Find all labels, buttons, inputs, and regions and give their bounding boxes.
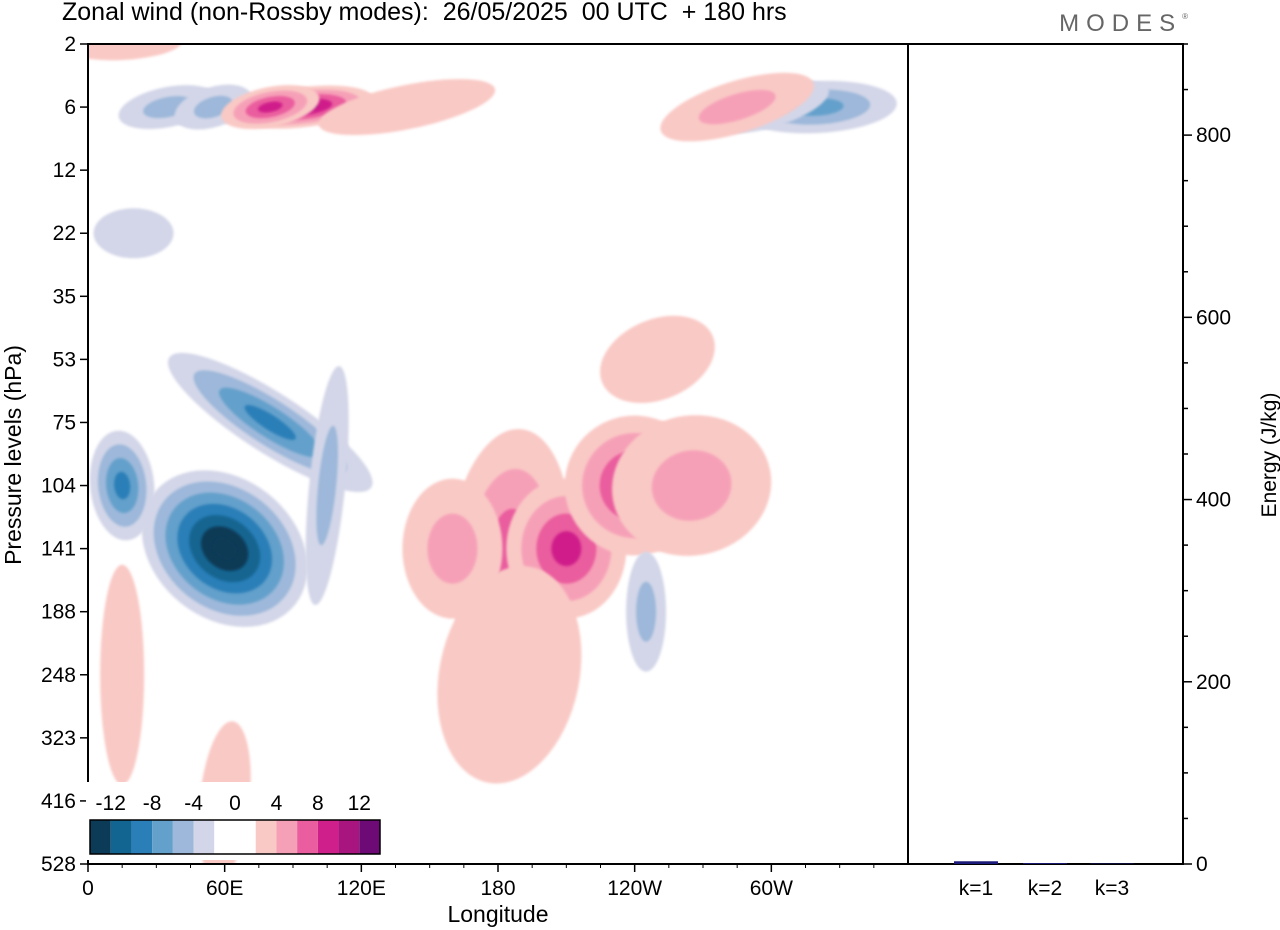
heatmap-feature xyxy=(600,315,715,404)
energy-bar-label: k=1 xyxy=(959,877,993,900)
heatmap-feature xyxy=(93,208,174,259)
heatmap-contour xyxy=(244,405,296,440)
energy-bar-panel: 0 200 400 600 800 k=1 k=2 k=3 xyxy=(954,43,1231,900)
energy-tick-label: 600 xyxy=(1196,306,1231,329)
x-tick-label: 120E xyxy=(337,877,386,900)
heatmap-feature xyxy=(141,470,308,627)
energy-tick-label: 800 xyxy=(1196,124,1231,147)
colorbar-swatch xyxy=(172,820,194,854)
colorbar-swatch xyxy=(338,820,360,854)
y-tick-label: 323 xyxy=(41,727,76,750)
heatmap-contour xyxy=(316,425,338,546)
colorbar-label: -4 xyxy=(184,792,203,815)
heatmap-contour xyxy=(88,44,183,61)
heatmap-contour xyxy=(212,537,237,560)
colorbar-swatch xyxy=(193,820,215,854)
colorbar-label: 0 xyxy=(229,792,241,815)
y-tick-label: 75 xyxy=(53,411,76,434)
y-tick-label: 6 xyxy=(64,96,76,119)
heatmap-feature xyxy=(318,79,496,136)
energy-bar xyxy=(954,861,998,864)
heatmap-contour xyxy=(93,208,174,259)
energy-bar xyxy=(1023,863,1067,864)
heatmap-feature xyxy=(660,72,814,142)
y-tick-label: 12 xyxy=(53,159,76,182)
heatmap-contour xyxy=(651,450,732,521)
y-tick-label: 104 xyxy=(41,475,76,498)
y-tick-label: 416 xyxy=(41,790,76,813)
chart-title: Zonal wind (non-Rossby modes): 26/05/202… xyxy=(62,0,787,26)
x-axis: 0 60E 120E 180 120W 60W xyxy=(82,864,875,900)
x-tick-label: 60W xyxy=(750,877,793,900)
energy-bar-label: k=2 xyxy=(1028,877,1062,900)
energy-axis-label: Energy (J/kg) xyxy=(1258,393,1280,518)
colorbar-swatch xyxy=(317,820,339,854)
heatmap-contour xyxy=(318,79,496,136)
heatmap-contour xyxy=(114,471,131,500)
y-axis: 2 6 12 22 35 53 75 104 141 188 248 323 416 528 xyxy=(41,33,88,876)
colorbar-legend: -12 -8 -4 0 4 8 12 xyxy=(86,782,386,860)
colorbar-swatch xyxy=(276,820,298,854)
y-tick-label: 2 xyxy=(64,33,76,56)
y-tick-label: 35 xyxy=(53,285,76,308)
colorbar-swatch xyxy=(152,820,173,854)
heatmap-contour xyxy=(551,531,582,567)
y-tick-label: 528 xyxy=(41,853,76,876)
heatmap-feature xyxy=(402,478,503,619)
x-tick-label: 180 xyxy=(480,877,515,900)
heatmap-contour xyxy=(437,566,582,784)
heatmap-feature xyxy=(305,366,349,605)
heatmap-contour xyxy=(698,89,776,125)
colorbar-swatch xyxy=(131,820,153,854)
heatmap-contour xyxy=(600,315,715,404)
energy-tick-label: 0 xyxy=(1196,853,1208,876)
x-tick-label: 120W xyxy=(607,877,662,900)
colorbar-label: 4 xyxy=(271,792,283,815)
colorbar-swatch xyxy=(90,820,111,854)
colorbar-swatch xyxy=(214,820,235,854)
colorbar-swatch xyxy=(297,820,318,854)
energy-tick-label: 200 xyxy=(1196,671,1231,694)
y-tick-label: 53 xyxy=(53,348,76,371)
heatmap-contour xyxy=(257,101,283,113)
colorbar-label: -12 xyxy=(96,792,126,815)
colorbar-frame xyxy=(89,819,381,855)
heatmap-feature xyxy=(626,551,667,672)
colorbar-swatch xyxy=(359,820,380,854)
energy-frame xyxy=(907,43,1184,865)
heatmap-feature xyxy=(100,564,145,785)
heatmap-feature xyxy=(89,430,155,541)
energy-bar-label: k=3 xyxy=(1095,877,1129,900)
y-tick-label: 188 xyxy=(41,601,76,624)
colorbar-label: 8 xyxy=(312,792,324,815)
colorbar-label: -8 xyxy=(143,792,162,815)
heatmap-contour xyxy=(100,564,145,785)
heatmap-feature xyxy=(437,566,582,784)
heatmap-contour xyxy=(427,513,478,584)
y-tick-label: 141 xyxy=(41,538,76,561)
heatmap-feature xyxy=(88,44,183,61)
modes-logo: MODES® xyxy=(1059,10,1188,37)
energy-tick-label: 400 xyxy=(1196,489,1231,512)
y-tick-label: 248 xyxy=(41,664,76,687)
logo-text: MODES xyxy=(1059,10,1183,37)
heatmap-contour xyxy=(636,581,657,642)
colorbar-swatch xyxy=(255,820,277,854)
x-tick-label: 60E xyxy=(206,877,243,900)
heatmap-feature xyxy=(611,415,772,556)
heatmap-field xyxy=(88,44,897,864)
colorbar-swatch xyxy=(110,820,132,854)
x-tick-label: 0 xyxy=(82,877,94,900)
colorbar-swatch xyxy=(235,820,256,854)
y-axis-label: Pressure levels (hPa) xyxy=(0,345,26,565)
colorbar-label: 12 xyxy=(348,792,371,815)
y-tick-label: 22 xyxy=(53,222,76,245)
x-axis-label: Longitude xyxy=(447,901,548,927)
heatmap-feature xyxy=(221,85,320,130)
